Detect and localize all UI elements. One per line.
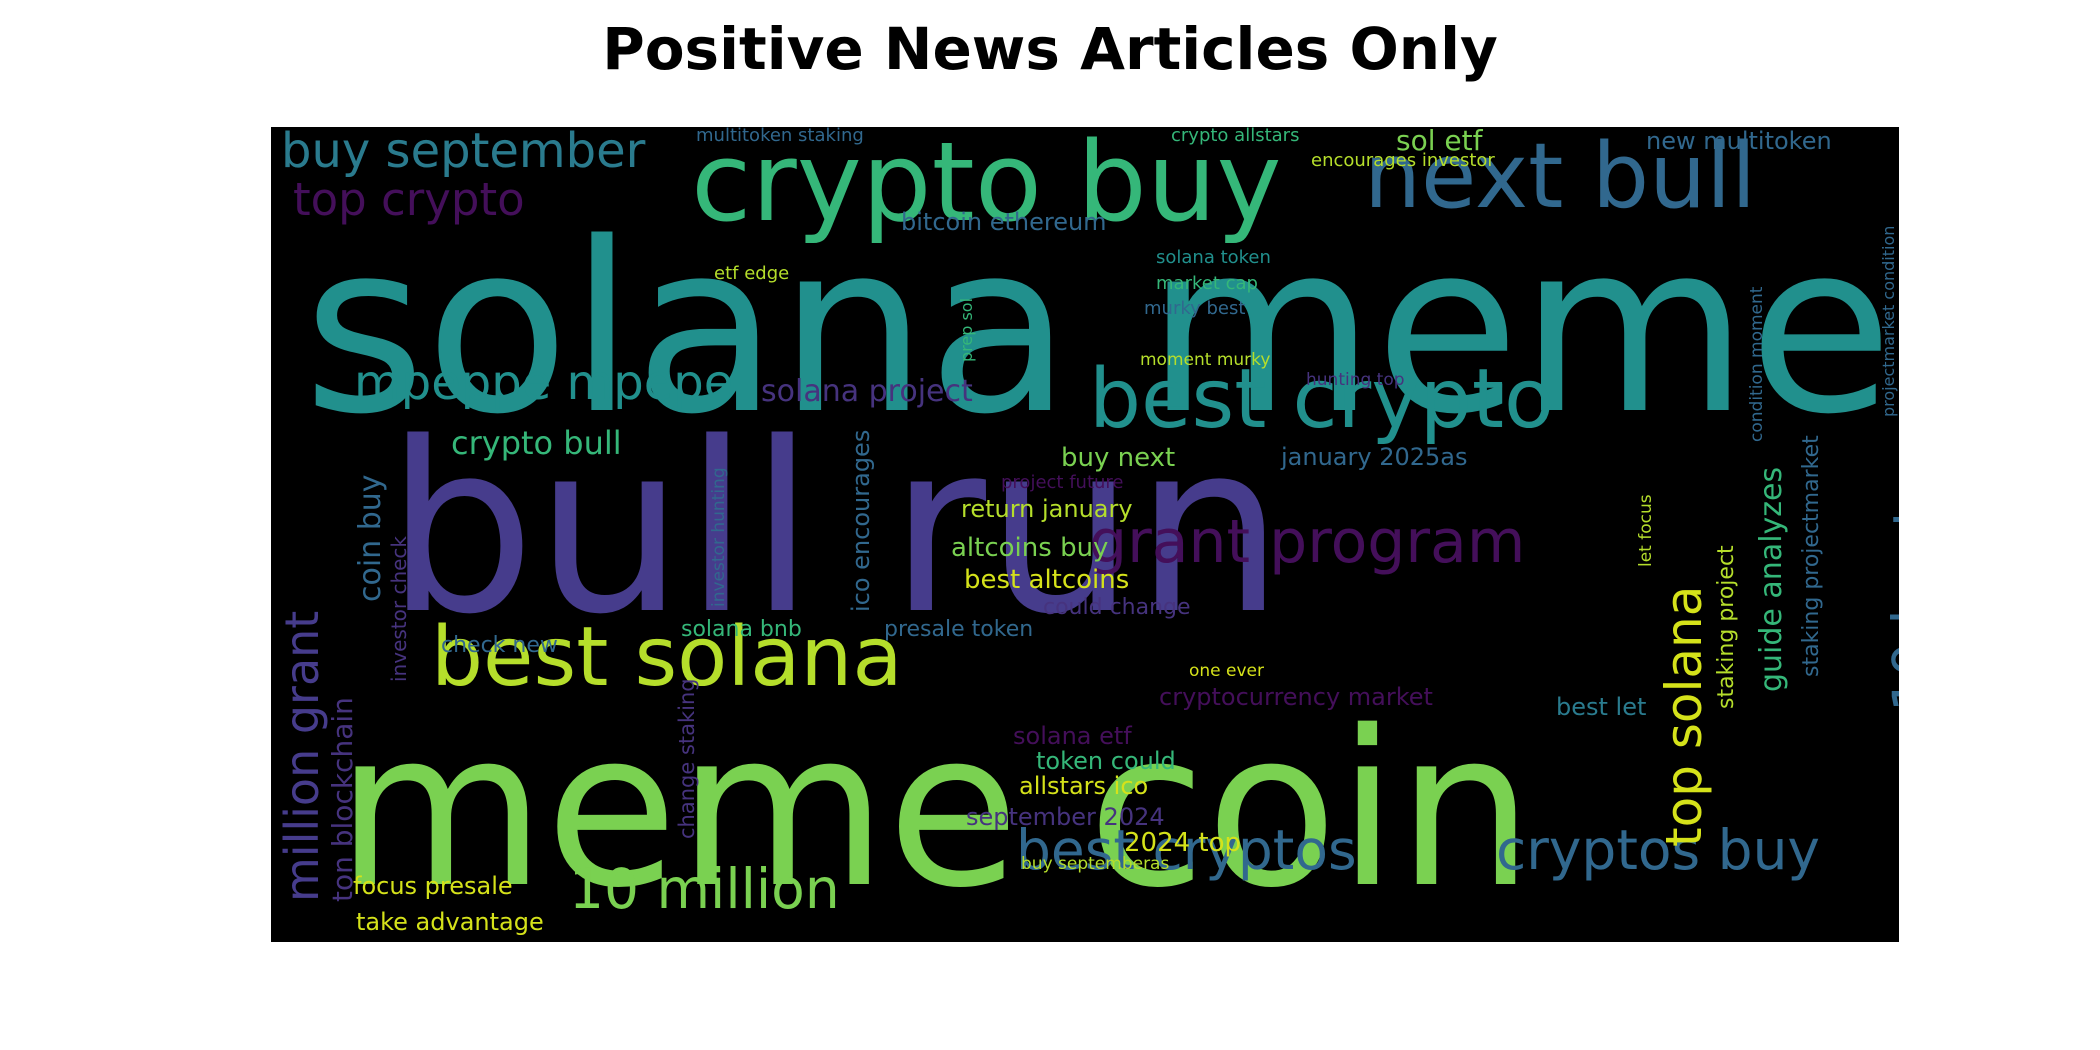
cloud-word: ico encourages — [847, 429, 875, 612]
word-cloud: solana meme bull run meme coin crypto buy ne… — [271, 127, 1899, 942]
cloud-word: million grant — [275, 610, 329, 902]
cloud-word: etf edge — [714, 263, 790, 284]
cloud-word: new multitoken — [1646, 127, 1832, 155]
chart-title: Positive News Articles Only — [602, 15, 1498, 83]
cloud-word: grant program — [1089, 507, 1526, 577]
cloud-word: top solana — [1655, 585, 1713, 847]
cloud-word: bull run — [386, 393, 1284, 666]
cloud-word: coin buy — [353, 474, 388, 602]
cloud-word: return january — [961, 495, 1133, 523]
cloud-word: crypto bull — [451, 424, 622, 462]
cloud-word: moment murky — [1140, 350, 1271, 370]
cloud-word: solana etf — [1013, 722, 1132, 750]
cloud-word: bitcoin ethereum — [901, 208, 1107, 236]
cloud-word: murky best — [1144, 298, 1246, 319]
cloud-word: solana token — [1156, 247, 1271, 268]
cloud-word: projectmarket condition — [1879, 225, 1898, 417]
cloud-word: could change — [1043, 595, 1191, 620]
cloud-word: take advantage — [356, 908, 544, 936]
cloud-word: solana project — [761, 374, 973, 409]
cloud-word: crypto buy — [691, 127, 1282, 246]
cloud-word: investor hunting — [709, 467, 729, 607]
cloud-word: condition moment — [1747, 286, 1767, 442]
cloud-word: let focus — [1636, 494, 1656, 567]
cloud-word: 2024 top — [1124, 828, 1242, 858]
cloud-word: top crypto — [293, 173, 525, 226]
cloud-word: hunting top — [1306, 370, 1405, 390]
cloud-word: allstars ico — [1019, 772, 1149, 800]
cloud-word: sol etf — [1396, 127, 1483, 157]
cloud-word: presale token — [884, 617, 1034, 642]
cloud-word: staking projectmarket — [1799, 435, 1824, 677]
cloud-word: meme coin — [336, 684, 1534, 935]
cloud-word: project future — [1001, 472, 1124, 493]
cloud-word: best cryptos — [1016, 818, 1357, 882]
cloud-word: crypto allstars — [1171, 127, 1300, 146]
cloud-word: cryptos buy — [1496, 818, 1820, 882]
cloud-word: 10 best — [1881, 505, 1899, 712]
cloud-word: 10 million — [569, 857, 840, 921]
cloud-word: buy september — [281, 127, 646, 179]
cloud-word: september 2024 — [966, 803, 1165, 831]
cloud-word: change staking — [675, 678, 699, 839]
cloud-word: solana bnb — [681, 617, 802, 642]
cloud-word: next bull — [1364, 127, 1757, 229]
cloud-word: guide analyzes — [1754, 466, 1789, 692]
cloud-word: best altcoins — [964, 565, 1130, 595]
cloud-word: check new — [441, 633, 558, 658]
cloud-word: one ever — [1189, 661, 1265, 681]
cloud-word: buy next — [1061, 443, 1176, 473]
cloud-word: solana meme — [303, 193, 1894, 466]
cloud-word: best let — [1556, 693, 1647, 721]
cloud-word: cryptocurrency market — [1159, 683, 1433, 711]
cloud-word: market cap — [1156, 273, 1258, 294]
cloud-word: token could — [1036, 747, 1176, 775]
cloud-word: investor check — [387, 535, 411, 682]
cloud-word: buy septemberas — [1021, 854, 1170, 874]
cloud-word: january 2025as — [1281, 443, 1468, 471]
cloud-word: prep sol — [957, 297, 976, 362]
cloud-word: focus presale — [353, 872, 513, 900]
cloud-word: staking project — [1714, 545, 1739, 709]
cloud-word: encourages investor — [1311, 150, 1495, 171]
cloud-word: mpeppe mpepe — [354, 355, 734, 411]
cloud-word: multitoken staking — [696, 127, 864, 146]
cloud-word: best solana — [431, 610, 903, 705]
cloud-word: best crypto — [1089, 352, 1555, 447]
cloud-word: altcoins buy — [951, 533, 1109, 563]
